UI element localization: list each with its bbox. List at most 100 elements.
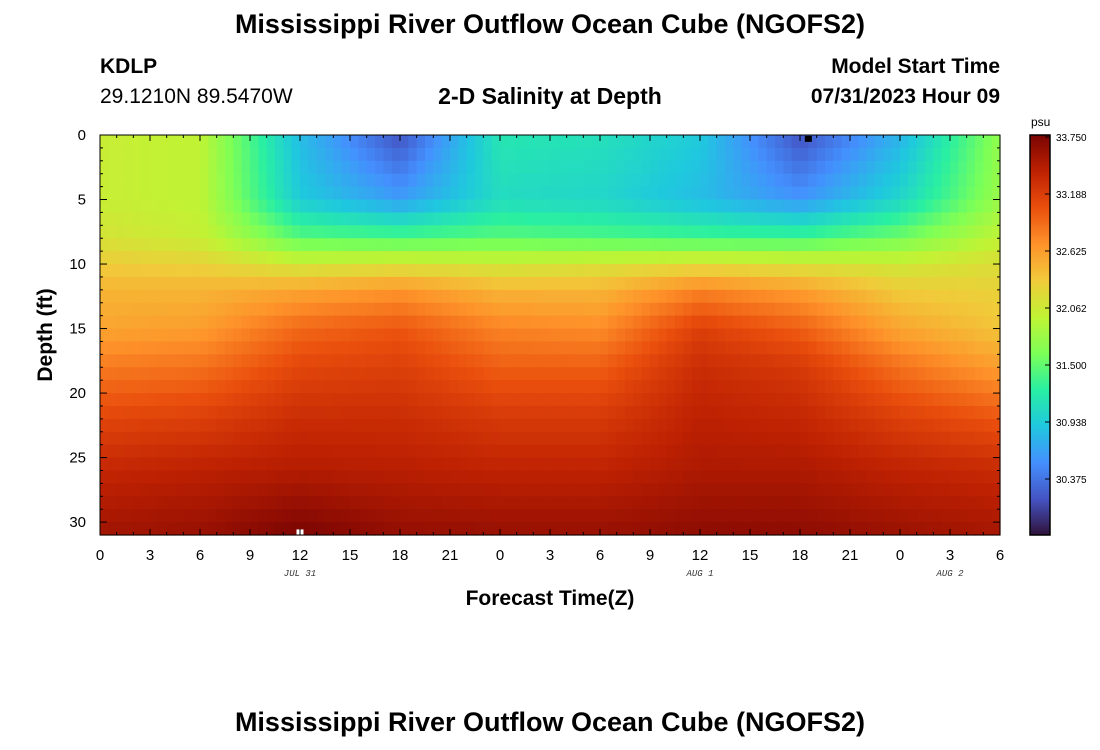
heatmap-cell	[291, 496, 301, 510]
heatmap-cell	[633, 444, 643, 459]
heatmap-cell	[750, 354, 759, 368]
heatmap-cell	[900, 431, 909, 446]
heatmap-cell	[775, 199, 784, 214]
heatmap-cell	[266, 457, 276, 472]
heatmap-cell	[191, 431, 201, 446]
heatmap-cell	[716, 276, 726, 291]
heatmap-cell	[225, 496, 234, 510]
heatmap-cell	[750, 367, 759, 381]
heatmap-cell	[458, 522, 468, 536]
heatmap-cell	[458, 380, 468, 394]
heatmap-cell	[500, 431, 509, 446]
heatmap-cell	[966, 457, 976, 472]
heatmap-cell	[116, 431, 126, 446]
heatmap-cell	[991, 147, 1001, 162]
heatmap-cell	[558, 199, 568, 214]
heatmap-cell	[600, 199, 609, 214]
heatmap-cell	[841, 457, 851, 472]
heatmap-cell	[133, 160, 143, 175]
heatmap-cell	[125, 199, 134, 214]
heatmap-cell	[158, 405, 168, 420]
heatmap-cell	[825, 405, 834, 420]
heatmap-cell	[691, 315, 701, 330]
heatmap-cell	[766, 496, 776, 510]
heatmap-cell	[775, 418, 784, 433]
heatmap-cell	[875, 186, 884, 201]
heatmap-cell	[875, 457, 884, 472]
heatmap-cell	[391, 354, 401, 368]
heatmap-cell	[983, 457, 993, 472]
heatmap-cell	[275, 418, 284, 433]
heatmap-cell	[725, 496, 734, 510]
heatmap-cell	[925, 199, 934, 214]
heatmap-cell	[441, 199, 451, 214]
heatmap-cell	[141, 457, 151, 472]
heatmap-cell	[950, 315, 959, 330]
heatmap-cell	[441, 405, 451, 420]
heatmap-cell	[583, 509, 593, 523]
heatmap-cell	[400, 135, 409, 149]
heatmap-cell	[516, 341, 526, 355]
heatmap-cell	[700, 418, 709, 433]
heatmap-cell	[641, 405, 651, 420]
heatmap-cell	[933, 173, 943, 188]
heatmap-cell	[883, 212, 893, 226]
heatmap-cell	[916, 444, 926, 459]
heatmap-cell	[283, 160, 293, 175]
heatmap-cell	[633, 354, 643, 368]
heatmap-cell	[200, 186, 209, 201]
heatmap-cell	[275, 173, 284, 188]
heatmap-cell	[583, 328, 593, 343]
heatmap-cell	[708, 212, 718, 226]
heatmap-cell	[958, 380, 968, 394]
heatmap-cell	[933, 251, 943, 265]
heatmap-cell	[266, 354, 276, 368]
heatmap-cell	[875, 444, 884, 459]
x-axis-label: Forecast Time(Z)	[466, 587, 635, 610]
heatmap-cell	[575, 341, 584, 355]
heatmap-cell	[375, 289, 384, 304]
heatmap-cell	[425, 380, 434, 394]
heatmap-cell	[866, 212, 876, 226]
heatmap-cell	[933, 135, 943, 149]
heatmap-cell	[566, 173, 576, 188]
heatmap-cell	[283, 341, 293, 355]
heatmap-cell	[466, 302, 476, 317]
heatmap-cell	[350, 418, 359, 433]
heatmap-cell	[800, 225, 809, 239]
heatmap-cell	[816, 186, 826, 201]
heatmap-cell	[950, 431, 959, 446]
heatmap-cell	[525, 328, 534, 343]
heatmap-cell	[666, 302, 676, 317]
heatmap-cell	[808, 470, 818, 484]
heatmap-cell	[583, 457, 593, 472]
heatmap-cell	[883, 509, 893, 523]
heatmap-cell	[166, 509, 176, 523]
heatmap-cell	[433, 199, 443, 214]
heatmap-cell	[425, 238, 434, 252]
heatmap-cell	[175, 251, 184, 265]
heatmap-cell	[483, 302, 493, 317]
heatmap-cell	[533, 418, 543, 433]
heatmap-cell	[975, 302, 984, 317]
heatmap-cell	[100, 173, 109, 188]
heatmap-cell	[250, 264, 259, 278]
heatmap-cell	[958, 457, 968, 472]
heatmap-cell	[133, 418, 143, 433]
heatmap-cell	[908, 380, 918, 394]
heatmap-cell	[625, 483, 634, 497]
heatmap-cell	[458, 315, 468, 330]
heatmap-cell	[466, 186, 476, 201]
heatmap-cell	[883, 470, 893, 484]
heatmap-cell	[458, 341, 468, 355]
heatmap-cell	[991, 509, 1001, 523]
heatmap-cell	[200, 135, 209, 149]
heatmap-cell	[550, 483, 559, 497]
heatmap-cell	[425, 522, 434, 536]
heatmap-cell	[550, 393, 559, 407]
heatmap-cell	[783, 522, 793, 536]
heatmap-cell	[466, 509, 476, 523]
heatmap-cell	[383, 444, 393, 459]
heatmap-cell	[841, 289, 851, 304]
heatmap-cell	[708, 251, 718, 265]
